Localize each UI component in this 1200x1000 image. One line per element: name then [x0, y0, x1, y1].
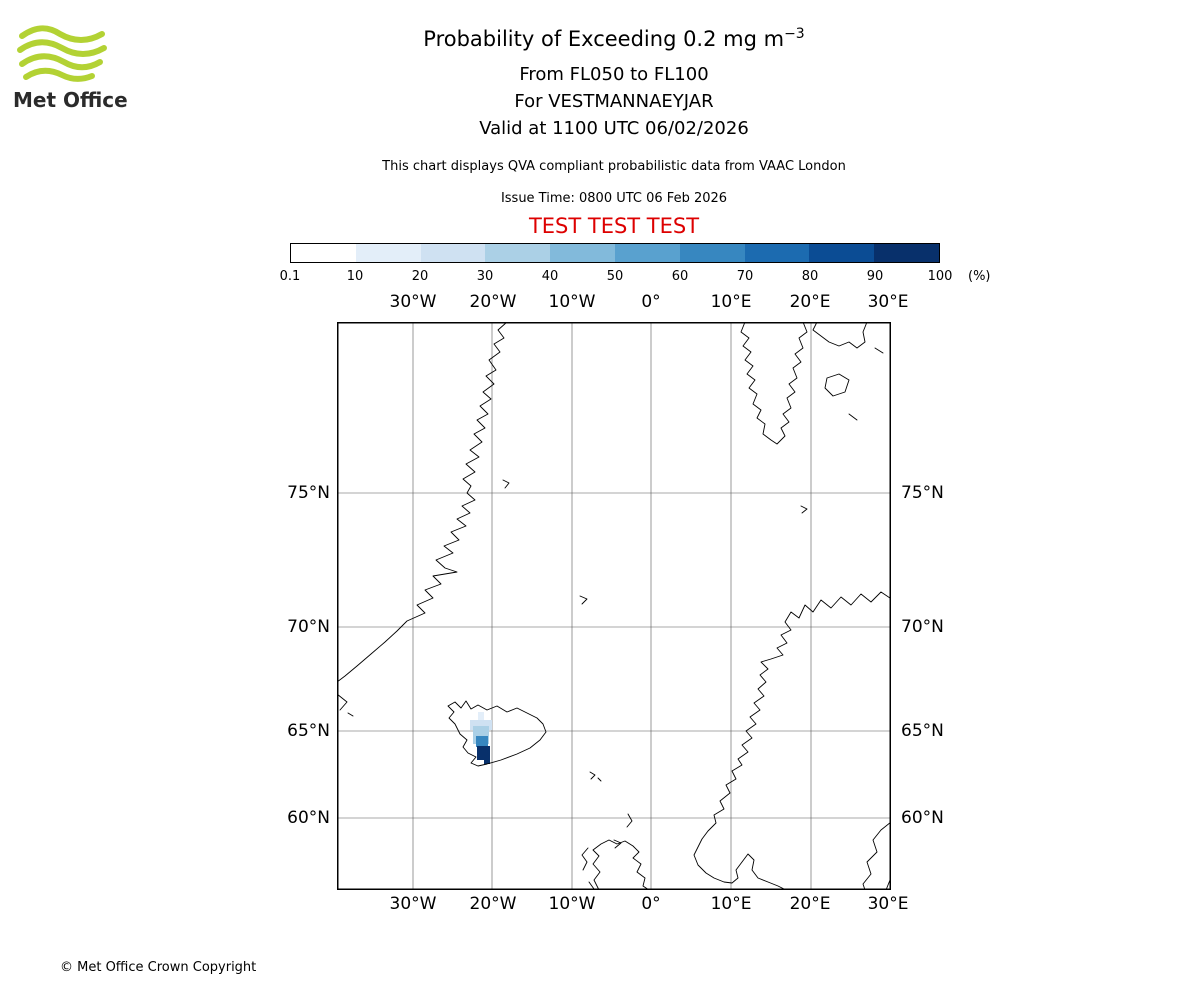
lon-label-top: 30°E [867, 292, 909, 312]
lat-label-right: 65°N [901, 721, 944, 741]
lon-label-bottom: 20°W [469, 894, 517, 914]
lon-label-top: 10°W [548, 292, 596, 312]
coastline-iceland [447, 700, 547, 767]
subtitle-valid-time: Valid at 1100 UTC 06/02/2026 [479, 118, 749, 139]
coastline-bear-island [800, 505, 808, 514]
subtitle-location: For VESTMANNAEYJAR [514, 91, 714, 112]
map-panel [336, 321, 892, 891]
colorbar-segment [809, 244, 875, 262]
lon-label-bottom: 30°W [389, 894, 437, 914]
issue-time: Issue Time: 0800 UTC 06 Feb 2026 [500, 191, 728, 206]
lat-label-left: 70°N [287, 617, 330, 637]
lon-label-bottom: 30°E [867, 894, 909, 914]
lat-label-left: 75°N [287, 483, 330, 503]
met-office-logo-text: Met Office [13, 88, 128, 112]
lon-label-top: 30°W [389, 292, 437, 312]
coastline-greenland [336, 321, 508, 683]
colorbar-tick: 70 [736, 269, 754, 284]
lon-label-bottom: 0° [641, 894, 661, 914]
colorbar-tick: 10 [346, 269, 364, 284]
colorbar-tick: 60 [671, 269, 689, 284]
lat-label-right: 70°N [901, 617, 944, 637]
lon-label-top: 20°E [789, 292, 831, 312]
colorbar-segment [874, 244, 939, 262]
page-title: Probability of Exceeding 0.2 mg m−3 [423, 26, 805, 51]
lon-label-top: 0° [641, 292, 661, 312]
qva-note: This chart displays QVA compliant probab… [382, 159, 846, 174]
colorbar-segment [614, 244, 680, 262]
lon-label-top: 20°W [469, 292, 517, 312]
test-banner: TEST TEST TEST [528, 214, 700, 238]
met-office-waves-icon [17, 25, 107, 82]
coastline-jan-mayen [579, 595, 588, 605]
colorbar-tick: 20 [411, 269, 429, 284]
colorbar-tick: 0.1 [279, 269, 301, 284]
colorbar-segment [420, 244, 486, 262]
lon-label-bottom: 10°W [548, 894, 596, 914]
lat-label-right: 75°N [901, 483, 944, 503]
colorbar-unit-label: (%) [968, 269, 991, 284]
lon-label-bottom: 20°E [789, 894, 831, 914]
colorbar-tick: 40 [541, 269, 559, 284]
colorbar-tick: 80 [801, 269, 819, 284]
title-exponent: −3 [784, 26, 805, 42]
coastline-faroes [589, 771, 602, 782]
colorbar-tick: 50 [606, 269, 624, 284]
lon-label-bottom: 10°E [710, 894, 752, 914]
map-canvas [336, 321, 892, 891]
colorbar-segment [744, 244, 810, 262]
colorbar-segment [355, 244, 421, 262]
lat-label-right: 60°N [901, 808, 944, 828]
colorbar-tick: 100 [927, 269, 953, 284]
colorbar-segment [679, 244, 745, 262]
lon-label-top: 10°E [710, 292, 752, 312]
probability-plume [470, 712, 492, 764]
graticule [337, 322, 891, 890]
colorbar-segment [485, 244, 551, 262]
colorbar-segment [291, 244, 356, 262]
colorbar-segment [550, 244, 615, 262]
coastline-norway [693, 591, 891, 891]
coastline-baltic [862, 821, 892, 891]
subtitle-flight-levels: From FL050 to FL100 [519, 64, 709, 85]
map-border [337, 322, 891, 890]
coastline-shetland [613, 813, 633, 849]
met-office-logo [14, 24, 124, 90]
coastline-edgeoya [824, 347, 884, 421]
colorbar-tick: 90 [866, 269, 884, 284]
copyright-text: © Met Office Crown Copyright [60, 960, 257, 975]
colorbar-tick: 30 [476, 269, 494, 284]
colorbar-tick-labels: 0.1 10 20 30 40 50 60 70 80 90 100 [280, 269, 953, 285]
lat-label-left: 60°N [287, 808, 330, 828]
probability-colorbar [290, 243, 940, 263]
coastline-spitsbergen [740, 321, 808, 445]
coastline-greenland-south [336, 479, 510, 717]
coastline-nordaustlandet [812, 321, 868, 349]
lat-label-left: 65°N [287, 721, 330, 741]
coastline-scotland [581, 839, 650, 891]
